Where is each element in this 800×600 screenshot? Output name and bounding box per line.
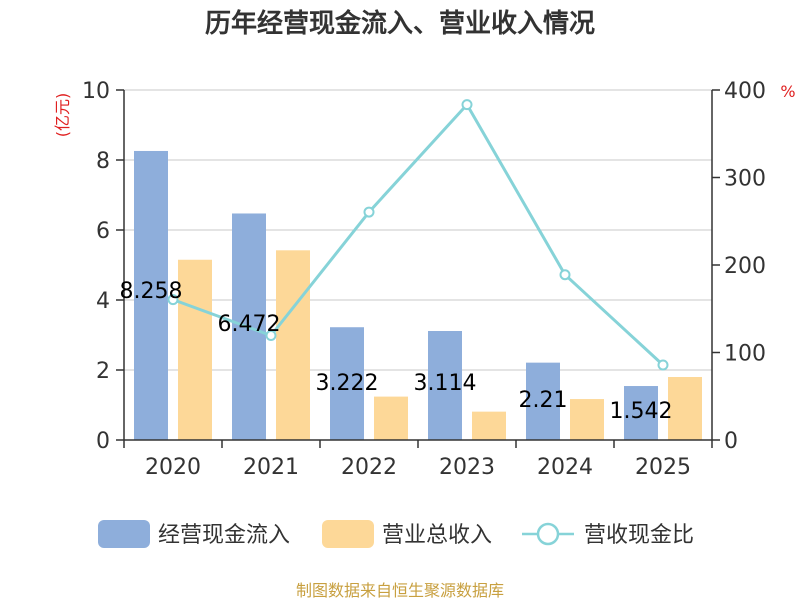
left-tick-label: 2 — [96, 359, 110, 384]
legend-item: 经营现金流入 — [98, 520, 290, 548]
left-tick-label: 0 — [96, 429, 110, 454]
legend-item: 营收现金比 — [522, 522, 694, 548]
legend-label: 营业总收入 — [382, 523, 492, 548]
bar-revenue — [374, 396, 408, 440]
legend-label: 经营现金流入 — [158, 523, 290, 548]
ratio-point — [265, 330, 277, 342]
right-tick-label: 400 — [724, 79, 766, 104]
bar-value-label: 2.21 — [519, 388, 568, 413]
bar-value-label: 3.222 — [316, 371, 379, 396]
right-tick-label: 300 — [724, 167, 766, 192]
bar-revenue — [570, 399, 604, 440]
ratio-point — [167, 294, 179, 306]
ratio-point — [657, 359, 669, 371]
x-tick-label: 2021 — [243, 455, 299, 480]
bar-cash-inflow — [624, 386, 658, 440]
left-tick-label: 10 — [82, 79, 110, 104]
x-tick-label: 2025 — [635, 455, 691, 480]
legend: 经营现金流入 营业总收入 营收现金比 — [98, 520, 694, 548]
bar-cash-inflow — [330, 327, 364, 440]
bar-revenue — [276, 250, 310, 440]
x-tick-label: 2024 — [537, 455, 593, 480]
chart-title: 历年经营现金流入、营业收入情况 — [205, 8, 595, 39]
ratio-point — [363, 206, 375, 218]
bar-revenue — [472, 411, 506, 440]
legend-item: 营业总收入 — [322, 520, 492, 548]
legend-swatch — [98, 520, 150, 548]
x-tick-label: 2022 — [341, 455, 397, 480]
left-axis-unit: (亿元) — [53, 93, 72, 138]
bar-cash-inflow — [526, 362, 560, 440]
legend-swatch — [322, 520, 374, 548]
bar-revenue — [178, 259, 212, 440]
bar-value-label: 3.114 — [414, 371, 477, 396]
ratio-line-path — [172, 102, 665, 367]
left-tick-label: 8 — [96, 149, 110, 174]
right-tick-label: 200 — [724, 254, 766, 279]
bar-value-label: 8.258 — [120, 279, 183, 304]
bar-value-label: 6.472 — [218, 312, 281, 337]
ratio-line — [167, 99, 669, 371]
right-tick-label: 0 — [724, 429, 738, 454]
right-tick-label: 100 — [724, 342, 766, 367]
left-tick-label: 6 — [96, 219, 110, 244]
ratio-point — [461, 99, 473, 111]
bar-value-label: 1.542 — [610, 399, 673, 424]
legend-label: 营收现金比 — [584, 523, 694, 548]
x-tick-label: 2020 — [145, 455, 201, 480]
ratio-point — [559, 269, 571, 281]
source-note: 制图数据来自恒生聚源数据库 — [296, 581, 504, 600]
legend-marker — [536, 522, 560, 546]
bar-cash-inflow — [134, 150, 168, 440]
bar-revenue — [668, 377, 702, 440]
bars — [134, 150, 702, 440]
x-tick-label: 2023 — [439, 455, 495, 480]
left-tick-label: 4 — [96, 289, 110, 314]
bar-cash-inflow — [428, 331, 462, 440]
right-axis-unit: % — [780, 82, 795, 101]
grid — [124, 89, 712, 371]
data-labels: 8.258 6.472 3.222 3.114 2.21 1.542 — [120, 279, 673, 424]
